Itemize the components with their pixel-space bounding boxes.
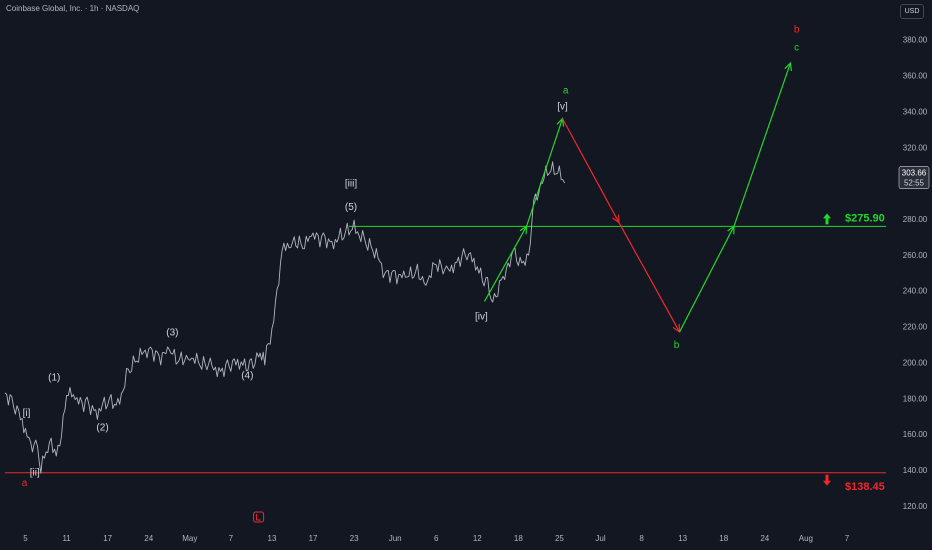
wave-segment: [483, 225, 528, 302]
y-tick-label: 320.00: [903, 143, 928, 152]
wave-label: a: [22, 478, 28, 489]
y-tick-label: 360.00: [903, 72, 928, 81]
wave-label: [ii]: [30, 467, 40, 478]
x-tick-label: Jun: [389, 534, 402, 543]
y-tick-label: 280.00: [903, 215, 928, 224]
x-tick-label: Jul: [595, 534, 605, 543]
x-tick-label: Aug: [799, 534, 813, 543]
wave-label: (4): [241, 371, 253, 382]
price-axis[interactable]: 120.00 140.00 160.00 180.00 200.00 220.00 240.…: [898, 36, 930, 511]
wave-label: [i]: [23, 408, 31, 419]
wave-segment: [733, 62, 792, 227]
y-tick-label: 180.00: [903, 394, 928, 403]
wave-label: b: [794, 25, 800, 36]
x-tick-label: 8: [639, 534, 644, 543]
instrument-title: Coinbase Global, Inc. · 1h · NASDAQ: [6, 4, 140, 13]
support-label: $138.45: [845, 481, 885, 493]
x-tick-label: 25: [555, 534, 564, 543]
y-tick-label: 120.00: [903, 502, 928, 511]
current-price-countdown: 52:55: [904, 179, 925, 188]
price-series: [4, 161, 566, 474]
y-tick-label: 140.00: [903, 466, 928, 475]
y-tick-label: 200.00: [903, 358, 928, 367]
arrowhead-icon: [784, 61, 792, 72]
x-tick-label: 23: [350, 534, 359, 543]
y-tick-label: 340.00: [903, 107, 928, 116]
resistance-arrow-icon: [823, 213, 831, 225]
wave-segment: [679, 225, 735, 333]
wave-label: (2): [96, 423, 108, 434]
support-arrow-icon: [823, 474, 831, 486]
wave-label: (1): [48, 372, 60, 383]
wave-segment: [561, 118, 620, 223]
currency-button[interactable]: USD: [900, 4, 924, 19]
x-tick-label: 12: [473, 534, 482, 543]
x-tick-label: 13: [268, 534, 277, 543]
wave-label: c: [794, 42, 799, 53]
horizontal-levels[interactable]: $275.90 $138.45: [5, 212, 886, 493]
x-tick-label: 7: [229, 534, 234, 543]
wave-segment: [618, 222, 681, 333]
wave-label: b: [674, 340, 680, 351]
x-tick-label: May: [182, 534, 197, 543]
wave-label: a: [563, 86, 569, 97]
wave-label: [v]: [557, 102, 568, 113]
y-tick-label: 260.00: [903, 251, 928, 260]
earnings-marker-icon: [253, 511, 265, 523]
time-axis[interactable]: 5 11 17 24 May 7 13 17 23 Jun 6 12 18 25 Jul 8 13 18 24 Aug…: [23, 511, 850, 543]
resistance-label: $275.90: [845, 212, 885, 224]
wave-label: [iii]: [345, 179, 357, 190]
x-tick-label: 17: [309, 534, 318, 543]
x-tick-label: 13: [678, 534, 687, 543]
current-price-badge: [898, 166, 930, 189]
price-line: [4, 161, 566, 474]
x-tick-label: 17: [103, 534, 112, 543]
y-tick-label: 240.00: [903, 287, 928, 296]
y-tick-label: 220.00: [903, 323, 928, 332]
x-tick-label: 11: [62, 534, 71, 543]
x-tick-label: 24: [144, 534, 153, 543]
x-tick-label: 5: [23, 534, 28, 543]
x-tick-label: 7: [845, 534, 850, 543]
wave-segment: [526, 118, 564, 227]
x-tick-label: 18: [514, 534, 523, 543]
y-tick-label: 160.00: [903, 430, 928, 439]
wave-label: [iv]: [475, 311, 488, 322]
current-price-value: 303.66: [902, 169, 927, 178]
wave-label: (5): [345, 202, 357, 213]
wave-projections[interactable]: [483, 61, 792, 334]
wave-label: (3): [166, 328, 178, 339]
x-tick-label: 24: [760, 534, 769, 543]
x-tick-label: 6: [434, 534, 439, 543]
y-tick-label: 380.00: [903, 36, 928, 45]
x-tick-label: 18: [719, 534, 728, 543]
